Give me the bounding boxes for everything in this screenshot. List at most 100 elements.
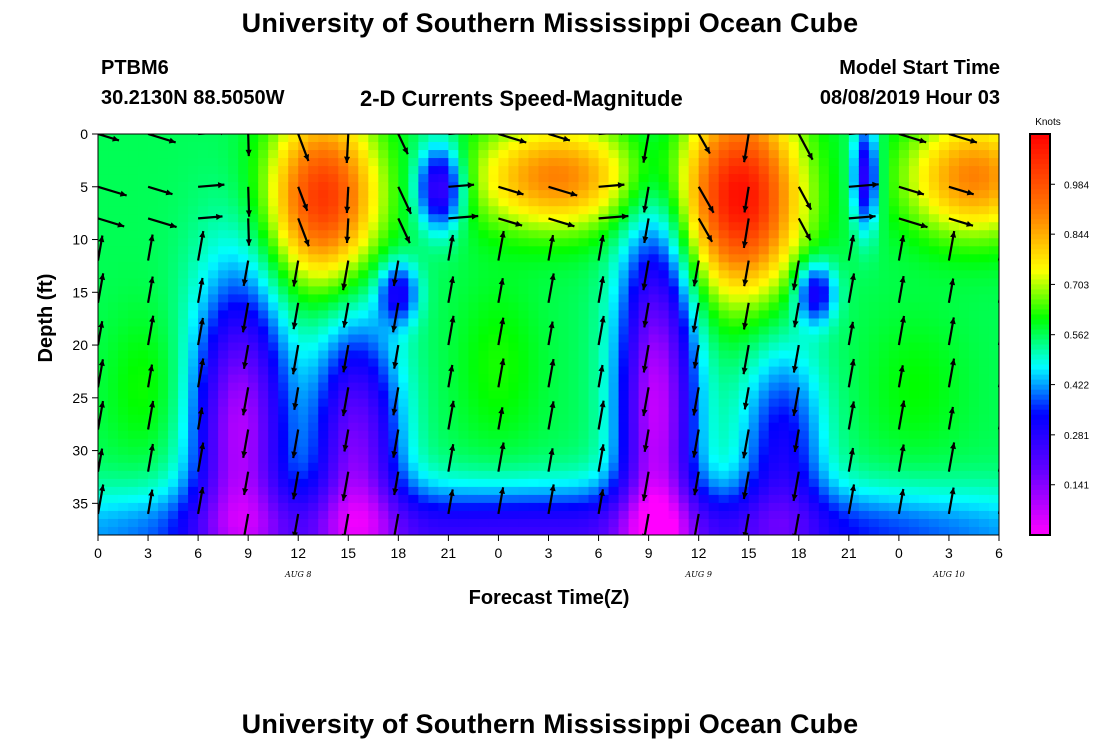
- heatmap-cell: [498, 158, 510, 167]
- heatmap-cell: [118, 150, 129, 159]
- heatmap-cell: [498, 326, 510, 336]
- heatmap-cell: [768, 422, 780, 432]
- heatmap-cell: [218, 302, 229, 312]
- heatmap-cell: [558, 198, 570, 207]
- heatmap-cell: [628, 470, 640, 480]
- heatmap-cell: [158, 382, 169, 392]
- heatmap-cell: [748, 254, 760, 263]
- heatmap-cell: [628, 446, 640, 456]
- heatmap-cell: [718, 222, 730, 231]
- heatmap-cell: [268, 462, 279, 472]
- heatmap-cell: [768, 142, 780, 151]
- heatmap-cell: [688, 390, 700, 400]
- heatmap-cell: [908, 270, 920, 279]
- heatmap-cell: [438, 190, 449, 199]
- heatmap-cell: [228, 222, 239, 231]
- heatmap-cell: [178, 374, 189, 384]
- heatmap-cell: [608, 134, 620, 143]
- heatmap-cell: [128, 494, 139, 504]
- heatmap-cell: [618, 526, 630, 535]
- heatmap-cell: [328, 390, 339, 400]
- current-vector: [997, 507, 999, 514]
- heatmap-cell: [928, 462, 940, 472]
- current-vector: [245, 218, 252, 246]
- heatmap-cell: [858, 494, 870, 504]
- heatmap-cell: [188, 238, 199, 247]
- heatmap-cell: [198, 190, 209, 199]
- heatmap-cell: [738, 454, 750, 464]
- heatmap-cell: [768, 310, 780, 320]
- heatmap-cell: [578, 494, 590, 504]
- heatmap-cell: [408, 478, 419, 488]
- heatmap-cell: [468, 286, 480, 295]
- heatmap-cell: [338, 390, 349, 400]
- heatmap-cell: [108, 406, 119, 416]
- heatmap-cell: [308, 518, 319, 528]
- heatmap-cell: [228, 286, 239, 295]
- heatmap-cell: [338, 462, 349, 472]
- heatmap-cell: [188, 270, 199, 279]
- current-vector: [497, 407, 505, 430]
- heatmap-cell: [608, 350, 620, 360]
- heatmap-cell: [158, 462, 169, 472]
- heatmap-cell: [318, 398, 329, 408]
- heatmap-cell: [228, 246, 239, 255]
- heatmap-cell: [928, 326, 940, 336]
- heatmap-cell: [218, 486, 229, 496]
- heatmap-cell: [678, 134, 690, 143]
- heatmap-cell: [708, 326, 720, 336]
- heatmap-cell: [248, 286, 259, 295]
- heatmap-cell: [188, 406, 199, 416]
- heatmap-cell: [408, 174, 419, 183]
- heatmap-cell: [648, 350, 660, 360]
- heatmap-cell: [308, 254, 319, 263]
- heatmap-cell: [378, 486, 389, 496]
- model-start-time: 08/08/2019 Hour 03: [819, 87, 1000, 109]
- heatmap-cell: [928, 406, 940, 416]
- heatmap-cell: [838, 494, 850, 504]
- heatmap-cell: [748, 278, 760, 287]
- heatmap-cell: [608, 398, 620, 408]
- heatmap-cell: [388, 318, 399, 328]
- current-vector: [291, 260, 300, 287]
- heatmap-cell: [698, 358, 710, 368]
- heatmap-cell: [618, 414, 630, 424]
- heatmap-cell: [408, 526, 419, 535]
- heatmap-cell: [98, 158, 109, 167]
- heatmap-cell: [468, 262, 480, 271]
- heatmap-cell: [388, 414, 399, 424]
- heatmap-cell: [808, 398, 820, 408]
- heatmap-cell: [548, 486, 560, 496]
- heatmap-cell: [878, 358, 890, 368]
- heatmap-cell: [428, 502, 439, 512]
- heatmap-cell: [808, 166, 820, 175]
- heatmap-cell: [568, 414, 580, 424]
- heatmap-cell: [418, 398, 429, 408]
- heatmap-cell: [818, 238, 830, 247]
- heatmap-cell: [448, 222, 459, 231]
- heatmap-cell: [698, 382, 710, 392]
- heatmap-cell: [208, 190, 219, 199]
- heatmap-cell: [418, 406, 429, 416]
- heatmap-cell: [678, 382, 690, 392]
- heatmap-cell: [328, 326, 339, 336]
- heatmap-cell: [408, 398, 419, 408]
- heatmap-cell: [638, 478, 650, 488]
- heatmap-cell: [578, 222, 590, 231]
- heatmap-cell: [778, 326, 790, 336]
- heatmap-cell: [558, 230, 570, 239]
- heatmap-cell: [888, 198, 900, 207]
- heatmap-cell: [458, 254, 470, 263]
- heatmap-cell: [248, 318, 259, 328]
- heatmap-cell: [668, 358, 680, 368]
- heatmap-cell: [278, 326, 289, 336]
- heatmap-cell: [418, 254, 429, 263]
- heatmap-cell: [548, 246, 560, 255]
- heatmap-cell: [308, 382, 319, 392]
- heatmap-cell: [388, 238, 399, 247]
- heatmap-cell: [468, 350, 480, 360]
- heatmap-cell: [728, 502, 740, 512]
- heatmap-cell: [128, 446, 139, 456]
- heatmap-cell: [838, 454, 850, 464]
- heatmap-cell: [848, 318, 860, 328]
